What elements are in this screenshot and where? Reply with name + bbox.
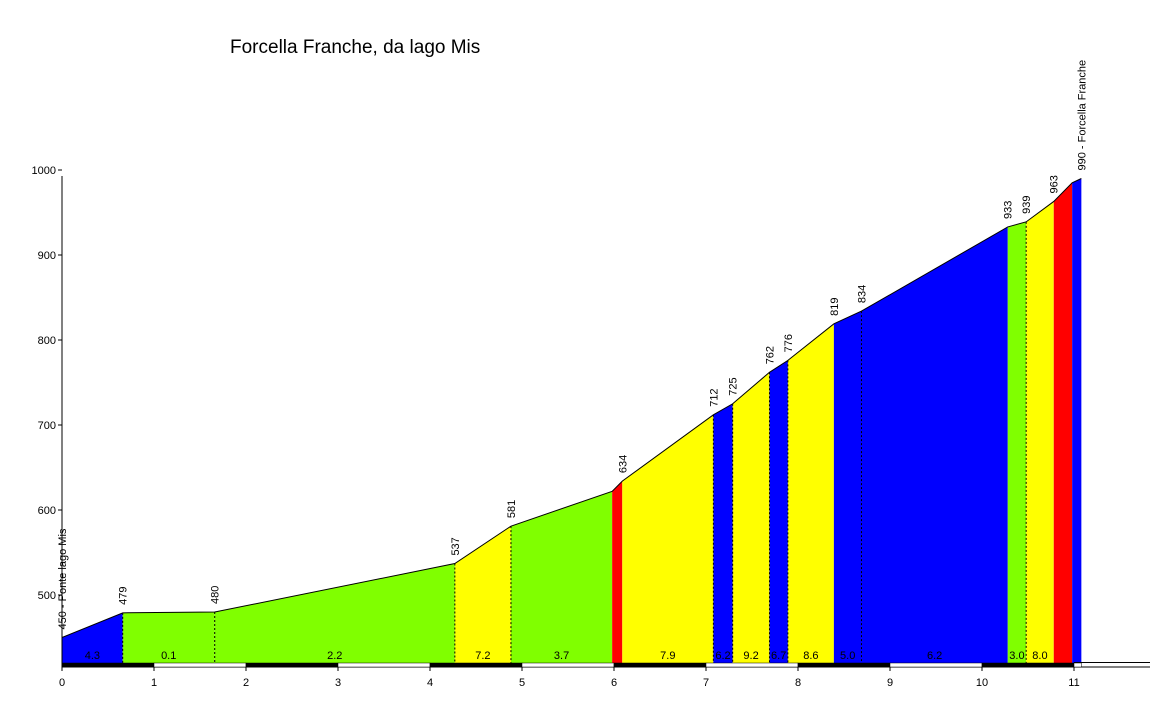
elevation-label-8: 762 xyxy=(764,346,776,364)
grade-label-6: 7.9 xyxy=(660,650,675,662)
grade-label-4: 3.7 xyxy=(554,650,569,662)
km-bar-2 xyxy=(245,662,339,668)
elevation-label-0: 450 - Ponte lago Mis xyxy=(57,528,69,629)
grade-segment-10 xyxy=(787,323,834,663)
km-bar-1 xyxy=(153,662,247,668)
grade-label-9: 6.7 xyxy=(771,650,786,662)
elevation-label-4: 581 xyxy=(506,500,518,518)
grade-segment-12 xyxy=(861,226,1008,663)
km-bar-8 xyxy=(797,662,891,668)
grade-segment-15 xyxy=(1053,182,1073,663)
grade-segment-1 xyxy=(122,612,215,663)
grade-segment-5 xyxy=(612,481,623,663)
kilometer-bar xyxy=(61,662,1082,668)
elevation-label-9: 776 xyxy=(783,334,795,352)
elevation-label-14: 963 xyxy=(1049,175,1061,193)
elevation-label-2: 480 xyxy=(210,586,222,604)
grade-labels: 4.3 0.1 2.2 7.2 3.7 7.9 6.2 9.2 6.7 8.6 5.0 6.2 3.0 8… xyxy=(85,650,1048,662)
chart-title: Forcella Franche, da lago Mis xyxy=(230,37,481,58)
grade-segment-4 xyxy=(510,491,613,663)
x-tick-label-9: 9 xyxy=(887,677,893,689)
grade-segment-6 xyxy=(622,414,714,663)
grade-label-3: 7.2 xyxy=(475,650,490,662)
grade-label-1: 0.1 xyxy=(161,650,176,662)
elevation-label-15: 990 - Forcella Franche xyxy=(1076,60,1088,171)
grade-label-7: 6.2 xyxy=(715,650,730,662)
km-bar-11 xyxy=(1073,662,1082,668)
profile-line xyxy=(61,178,1082,638)
grade-segments xyxy=(62,178,1082,663)
segment-dividers xyxy=(122,221,1027,663)
x-tick-label-2: 2 xyxy=(243,677,249,689)
elevation-label-13: 939 xyxy=(1021,195,1033,213)
elevation-label-11: 834 xyxy=(856,285,868,303)
x-tick-label-5: 5 xyxy=(519,677,525,689)
km-bar-5 xyxy=(521,662,615,668)
y-tick-label-500: 500 xyxy=(38,590,56,602)
grade-segment-8 xyxy=(732,372,770,663)
elevation-label-5: 634 xyxy=(617,455,629,473)
grade-segment-11 xyxy=(833,311,862,663)
km-bar-6 xyxy=(613,662,707,668)
y-tick-label-800: 800 xyxy=(38,335,56,347)
elevation-labels: 450 - Ponte lago Mis 479 480 537 581 634 712 72… xyxy=(57,60,1088,630)
x-tick-label-11: 11 xyxy=(1068,677,1079,689)
grade-segment-3 xyxy=(454,526,511,663)
x-tick-label-10: 10 xyxy=(976,677,988,689)
km-bar-3 xyxy=(337,662,431,668)
grade-segment-14 xyxy=(1026,201,1054,663)
km-bar-4 xyxy=(429,662,523,668)
elevation-label-6: 712 xyxy=(708,388,720,406)
grade-segment-0 xyxy=(62,612,123,663)
y-tick-label-700: 700 xyxy=(38,420,56,432)
grade-segment-7 xyxy=(713,403,733,663)
km-bar-0 xyxy=(61,662,155,668)
grade-label-11: 5.0 xyxy=(840,650,855,662)
grade-label-2: 2.2 xyxy=(327,650,342,662)
grade-label-0: 4.3 xyxy=(85,650,100,662)
x-tick-label-4: 4 xyxy=(427,677,433,689)
x-tick-label-8: 8 xyxy=(795,677,801,689)
profile-outline xyxy=(61,178,1082,638)
x-tick-label-6: 6 xyxy=(611,677,617,689)
km-bar-10 xyxy=(981,662,1075,668)
grade-label-12: 6.2 xyxy=(927,650,942,662)
y-tick-label-1000: 1000 xyxy=(32,165,56,177)
elevation-label-10: 819 xyxy=(829,297,841,315)
grade-segment-13 xyxy=(1007,221,1027,663)
grade-label-14: 8.0 xyxy=(1032,650,1047,662)
grade-label-8: 9.2 xyxy=(743,650,758,662)
km-bar-9 xyxy=(889,662,983,668)
grade-segment-2 xyxy=(214,563,455,663)
km-bar-7 xyxy=(705,662,799,668)
elevation-label-12: 933 xyxy=(1003,201,1015,219)
grade-segment-16 xyxy=(1072,178,1082,663)
y-tick-label-600: 600 xyxy=(38,505,56,517)
elevation-label-7: 725 xyxy=(728,377,740,395)
elevation-label-3: 537 xyxy=(450,537,462,555)
x-tick-label-7: 7 xyxy=(703,677,709,689)
x-tick-label-1: 1 xyxy=(151,677,157,689)
x-tick-label-3: 3 xyxy=(335,677,341,689)
elevation-label-1: 479 xyxy=(118,586,130,604)
grade-label-10: 8.6 xyxy=(803,650,818,662)
y-tick-label-900: 900 xyxy=(38,250,56,262)
grade-label-13: 3.0 xyxy=(1009,650,1024,662)
x-tick-label-0: 0 xyxy=(59,677,65,689)
grade-segment-9 xyxy=(769,360,788,663)
